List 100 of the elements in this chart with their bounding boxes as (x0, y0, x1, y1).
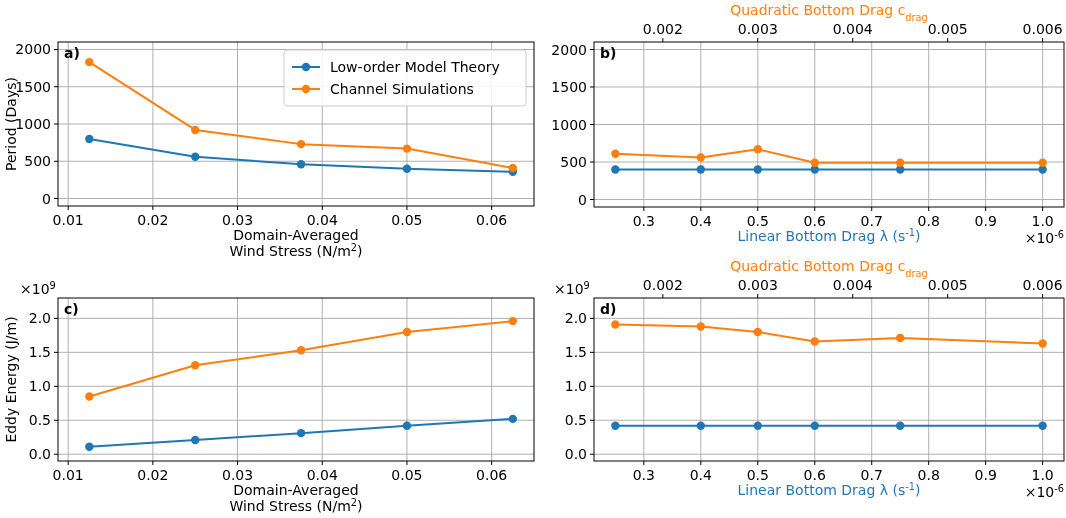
y-tick-label: 1.0 (28, 378, 51, 395)
point (402, 327, 412, 337)
point (1038, 421, 1047, 430)
x-tick-label: 0.01 (52, 467, 84, 483)
point (1038, 339, 1047, 348)
x-tick-label: 0.5 (746, 467, 769, 483)
point (896, 421, 905, 430)
point (611, 320, 620, 329)
point (753, 145, 762, 154)
x-tick-label: 0.9 (974, 467, 997, 483)
annotation: c) (64, 301, 79, 317)
y-tick-label: 2000 (15, 41, 51, 58)
x2-tick-label: 0.005 (927, 277, 968, 293)
x-tick-label: 0.8 (917, 213, 940, 229)
x2-tick-label: 0.005 (927, 21, 968, 37)
point (191, 435, 200, 445)
point (753, 327, 762, 337)
x-tick-label: 0.04 (306, 467, 338, 483)
point (1038, 158, 1047, 167)
x-tick-label: 0.4 (689, 213, 713, 229)
legend-label: Low-order Model Theory (330, 59, 500, 75)
x2-tick-label: 0.006 (1022, 21, 1063, 37)
y-tick-label: 0 (42, 190, 51, 207)
point (696, 421, 706, 430)
point (508, 414, 518, 424)
annotation: d) (600, 301, 617, 317)
y-tick-label: 0.0 (564, 446, 587, 463)
y-tick-label: 0.5 (28, 412, 51, 429)
y-axis-title: Eddy Energy (J/m) (3, 316, 19, 443)
x2-tick-label: 0.004 (832, 21, 873, 37)
x-tick-label: 0.03 (221, 212, 254, 228)
x2-axis-title: Quadratic Bottom Drag c$_{drag}$ (730, 258, 928, 279)
x-tick-label: 0.6 (803, 213, 826, 229)
point (810, 337, 819, 346)
point (753, 165, 762, 174)
point (611, 149, 620, 158)
x-tick-label: 0.05 (391, 212, 423, 228)
point (896, 333, 905, 343)
y-tick-label: 0.0 (28, 446, 51, 463)
x-tick-label: 0.06 (476, 467, 508, 483)
x-tick-label: 0.6 (803, 467, 826, 483)
point (85, 57, 94, 67)
x2-tick-label: 0.004 (832, 277, 873, 293)
x-tick-label: 0.03 (221, 467, 254, 483)
y-tick-label: 1.0 (564, 378, 587, 395)
text: ×10$^{9}$ (554, 279, 590, 297)
y-tick-label: 500 (24, 153, 51, 170)
point (402, 144, 412, 153)
x-axis-title: Domain-Averaged Wind Stress (N/m$^{2}$) (229, 482, 363, 514)
x-tick-label: 0.02 (137, 212, 169, 228)
y-tick-label: 2.0 (564, 310, 587, 327)
point (85, 392, 94, 401)
text: ×10$^{-6}$ (1024, 228, 1064, 246)
annotation: b) (600, 45, 617, 61)
point (191, 361, 200, 370)
x-tick-label: 1.0 (1031, 467, 1054, 483)
point (611, 421, 620, 430)
y-tick-label: 1000 (551, 116, 587, 133)
point (696, 153, 706, 162)
point (896, 158, 905, 167)
x-tick-label: 0.8 (917, 467, 940, 483)
x-tick-label: 0.01 (52, 212, 84, 228)
x-tick-label: 0.4 (689, 467, 713, 483)
x-axis-title: Linear Bottom Drag λ (s$^{-1}$) (737, 480, 921, 498)
x-tick-label: 0.3 (632, 213, 655, 229)
point (296, 160, 306, 169)
text: ×10$^{9}$ (20, 279, 56, 297)
text: ×10$^{-6}$ (1024, 482, 1064, 500)
x-tick-label: 0.06 (476, 212, 508, 228)
legend-label: Channel Simulations (330, 81, 474, 97)
point (753, 421, 762, 430)
x-tick-label: 1.0 (1031, 213, 1054, 229)
y-tick-label: 2.0 (28, 310, 51, 327)
y-tick-label: 1.5 (28, 344, 51, 361)
x-tick-label: 0.7 (860, 213, 883, 229)
point (810, 158, 819, 167)
point (296, 139, 306, 149)
point (85, 134, 94, 144)
point (508, 316, 518, 326)
point (85, 442, 94, 451)
point (402, 421, 412, 430)
point (810, 421, 819, 430)
point (402, 164, 412, 173)
point (696, 165, 706, 174)
x-tick-label: 0.7 (860, 467, 883, 483)
y-tick-label: 2000 (551, 41, 587, 58)
x2-tick-label: 0.003 (737, 277, 778, 293)
x2-tick-label: 0.002 (642, 277, 683, 293)
x2-tick-label: 0.003 (737, 21, 778, 37)
x-tick-label: 0.3 (632, 467, 655, 483)
x-tick-label: 0.04 (306, 212, 338, 228)
x-tick-label: 0.05 (391, 467, 423, 483)
y-tick-label: 1.5 (564, 344, 587, 361)
point (191, 125, 200, 135)
x2-tick-label: 0.006 (1022, 277, 1063, 293)
y-tick-label: 0 (578, 191, 587, 208)
point (508, 163, 518, 173)
annotation: a) (64, 45, 80, 61)
y-tick-label: 0.5 (564, 412, 587, 429)
x-axis-title: Domain-Averaged Wind Stress (N/m$^{2}$) (229, 227, 363, 259)
